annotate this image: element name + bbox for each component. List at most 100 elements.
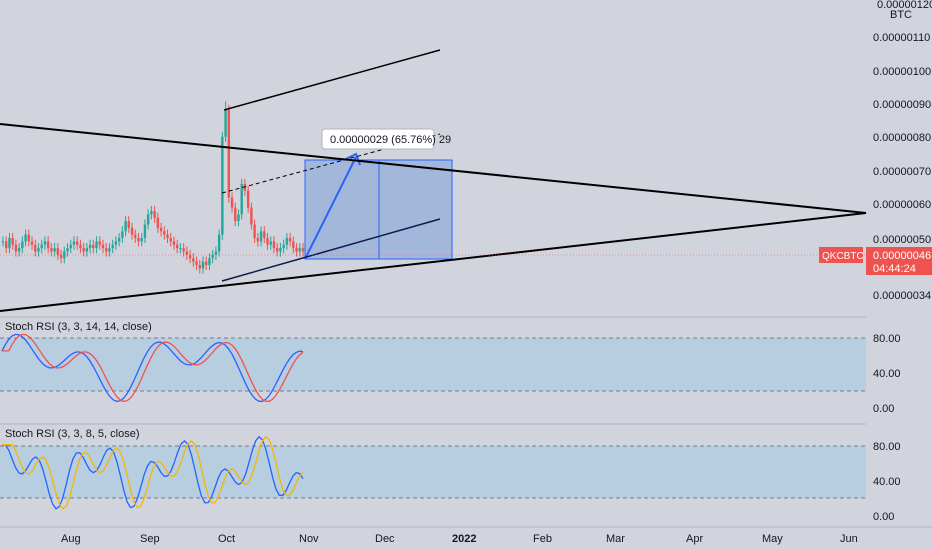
candle-body	[117, 238, 121, 242]
time-tick: Feb	[533, 533, 552, 545]
price-tick: 0.00000110	[873, 32, 930, 44]
candle-body	[285, 238, 289, 245]
candle-body	[234, 207, 237, 222]
candle-body	[205, 261, 208, 265]
candle-body	[85, 248, 89, 252]
candle-body	[301, 248, 305, 252]
time-tick: 2022	[452, 533, 476, 545]
candle-body	[75, 241, 79, 245]
rsi1-tick: 0.00	[873, 403, 894, 415]
candle-body	[17, 248, 21, 252]
candle-body	[30, 241, 34, 245]
candle-body	[63, 251, 66, 259]
rsi2-tick: 0.00	[873, 511, 894, 523]
time-tick: Jun	[840, 533, 858, 545]
candle-body	[237, 214, 240, 222]
time-tick: Sep	[140, 533, 160, 545]
candle-body	[224, 109, 227, 137]
candle-body	[69, 244, 72, 249]
candle-body	[50, 248, 53, 252]
upper-trendline[interactable]	[0, 123, 867, 214]
candle-body	[92, 244, 95, 249]
candle-body	[282, 244, 285, 249]
rsi1-tick: 40.00	[873, 368, 901, 380]
candle-body	[108, 248, 111, 252]
rsi1-d-line	[2, 333, 304, 403]
candle-body	[130, 227, 134, 235]
time-tick: Aug	[61, 533, 81, 545]
candle-body	[263, 231, 266, 238]
candle-body	[163, 231, 166, 235]
candle-body	[95, 241, 98, 249]
price-tick: 0.00000120	[877, 0, 932, 11]
candle-body	[179, 248, 182, 250]
channel-top-line[interactable]	[223, 49, 441, 111]
candle-body	[269, 241, 272, 245]
candle-body	[121, 231, 124, 238]
candle-body	[182, 248, 185, 252]
candle-body	[166, 234, 169, 238]
rsi1-band	[0, 338, 866, 391]
rsi2-d-line	[2, 435, 304, 510]
candle-body	[24, 234, 27, 242]
measure-label-text: 0.00000029 (65.76%) 29	[330, 134, 451, 146]
price-unit: BTC	[890, 9, 912, 21]
candle-body	[246, 190, 250, 208]
candle-body	[5, 241, 8, 249]
candle-body	[59, 254, 63, 259]
candle-body	[34, 244, 37, 252]
price-tick: 0.00000100	[873, 66, 931, 78]
candle-body	[253, 224, 256, 238]
candle-body	[169, 238, 172, 242]
candle-body	[279, 248, 282, 252]
candle-body	[292, 241, 295, 249]
candle-body	[172, 241, 176, 245]
candle-body	[288, 238, 292, 242]
rsi2-tick: 40.00	[873, 476, 901, 488]
price-tick: 0.00000060	[873, 199, 931, 211]
price-tick: 0.00000034	[873, 290, 931, 302]
candle-body	[243, 184, 247, 191]
candle-body	[105, 248, 108, 252]
measure-label: 0.00000029 (65.76%) 29	[321, 128, 451, 150]
rsi2-label[interactable]: Stoch RSI (3, 3, 8, 5, close)	[5, 428, 140, 440]
candle-body	[188, 254, 192, 259]
candle-body	[259, 231, 263, 242]
candle-body	[208, 258, 211, 265]
candle-body	[14, 244, 18, 252]
candle-body	[53, 248, 56, 252]
price-tag[interactable]: QKCBTC 0.00000046 04:44:24	[819, 247, 932, 275]
channel-bottom-line[interactable]	[221, 218, 441, 282]
candle-body	[1, 241, 5, 243]
price-axis-ticks: 0.00000120 BTC 0.00000110 0.00000100 0.0…	[873, 0, 932, 302]
candles-group	[1, 101, 305, 274]
candle-body	[201, 261, 205, 269]
candle-body	[195, 261, 198, 265]
candle-body	[298, 248, 301, 252]
projection-arrow-line	[304, 156, 357, 260]
main-pane[interactable]	[0, 0, 866, 317]
candle-body	[98, 241, 101, 245]
candle-body	[198, 265, 201, 269]
candle-body	[46, 241, 50, 249]
price-tick: 0.00000090	[873, 99, 931, 111]
candle-body	[37, 248, 40, 252]
candle-body	[66, 248, 69, 252]
rsi1-label[interactable]: Stoch RSI (3, 3, 14, 14, close)	[5, 321, 152, 333]
candle-body	[127, 221, 131, 228]
candle-body	[146, 214, 150, 225]
candle-body	[137, 238, 140, 242]
candle-body	[211, 254, 214, 259]
candle-body	[21, 241, 24, 249]
time-axis[interactable]: Aug Sep Oct Nov Dec 2022 Feb Mar Apr May…	[61, 533, 858, 545]
price-tag-bg	[866, 247, 932, 275]
candle-body	[272, 241, 276, 249]
candle-body	[11, 238, 14, 245]
candle-body	[134, 234, 137, 238]
dashed-midline[interactable]	[221, 133, 441, 194]
rsi2-k-line	[2, 435, 304, 510]
candle-body	[256, 238, 260, 242]
lower-trendline[interactable]	[0, 212, 867, 312]
candle-body	[185, 251, 189, 255]
